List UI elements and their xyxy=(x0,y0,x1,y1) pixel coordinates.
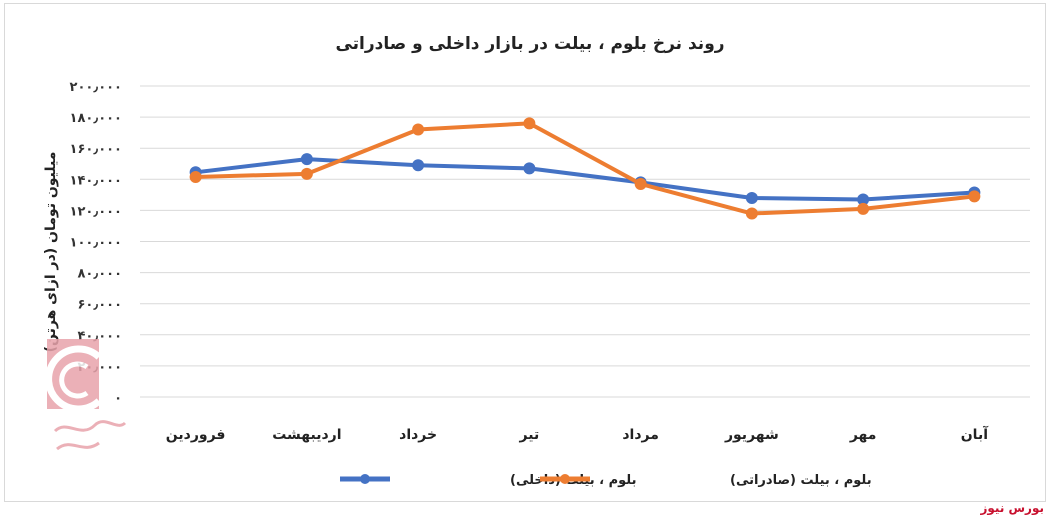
legend-item-series-2: بلوم ، بیلت (صادراتی) xyxy=(540,473,872,488)
y-tick-label: ۶۰٫۰۰۰ xyxy=(77,298,122,313)
chart-title: روند نرخ بلوم ، بیلت در بازار داخلی و صا… xyxy=(335,34,724,54)
x-tick-label: مهر xyxy=(849,427,877,443)
x-tick-label: تیر xyxy=(519,427,540,443)
series-2 xyxy=(189,117,981,220)
series-line xyxy=(195,157,975,202)
data-point xyxy=(300,167,313,180)
data-point xyxy=(412,159,425,172)
watermark-logo xyxy=(47,339,127,451)
series-layer xyxy=(189,117,981,220)
source-label: بورس نیوز xyxy=(980,501,1044,515)
chart-frame: روند نرخ بلوم ، بیلت در بازار داخلی و صا… xyxy=(4,3,1046,502)
y-tick-label: ۰ xyxy=(114,391,122,406)
y-tick-label: ۱۴۰٫۰۰۰ xyxy=(70,173,122,188)
x-tick-label: آبان xyxy=(961,425,989,443)
series-line xyxy=(195,121,975,216)
y-tick-label: ۱۸۰٫۰۰۰ xyxy=(70,111,122,126)
data-point xyxy=(745,191,758,204)
data-point xyxy=(523,162,536,175)
legend-item-series-1: بلوم ، بیلت (داخلی) xyxy=(340,473,636,488)
y-tick-label: ۱۲۰٫۰۰۰ xyxy=(70,204,122,219)
legend-marker xyxy=(360,474,370,484)
x-tick-label: مرداد xyxy=(622,427,659,443)
x-tick-labels: فروردین اردیبهشت خرداد تیر مرداد شهریور مهر آبا… xyxy=(166,425,989,443)
y-tick-label: ۲۰۰٫۰۰۰ xyxy=(70,80,122,95)
data-point xyxy=(412,123,425,136)
y-tick-label: ۱۰۰٫۰۰۰ xyxy=(70,236,122,251)
x-tick-label: فروردین xyxy=(166,427,226,443)
data-point xyxy=(857,202,870,215)
line-chart: روند نرخ بلوم ، بیلت در بازار داخلی و صا… xyxy=(43,34,1030,488)
data-point xyxy=(634,177,647,190)
data-point xyxy=(857,193,870,206)
grid-layer xyxy=(140,85,1030,398)
data-point xyxy=(523,117,536,130)
data-point xyxy=(300,153,313,166)
x-tick-label: اردیبهشت xyxy=(272,427,341,443)
x-tick-label: شهریور xyxy=(724,427,779,443)
data-point xyxy=(745,207,758,220)
y-tick-label: ۱۶۰٫۰۰۰ xyxy=(70,142,122,157)
data-point xyxy=(189,170,202,183)
y-tick-label: ۸۰٫۰۰۰ xyxy=(77,267,122,282)
legend-label: بلوم ، بیلت (صادراتی) xyxy=(730,473,872,488)
y-axis-label: میلیون تومان (در ازای هرتن) xyxy=(43,152,59,353)
legend-marker xyxy=(560,474,570,484)
x-tick-label: خرداد xyxy=(399,427,437,443)
data-point xyxy=(968,190,981,203)
legend: بلوم ، بیلت (داخلی) بلوم ، بیلت (صادراتی… xyxy=(340,473,872,488)
